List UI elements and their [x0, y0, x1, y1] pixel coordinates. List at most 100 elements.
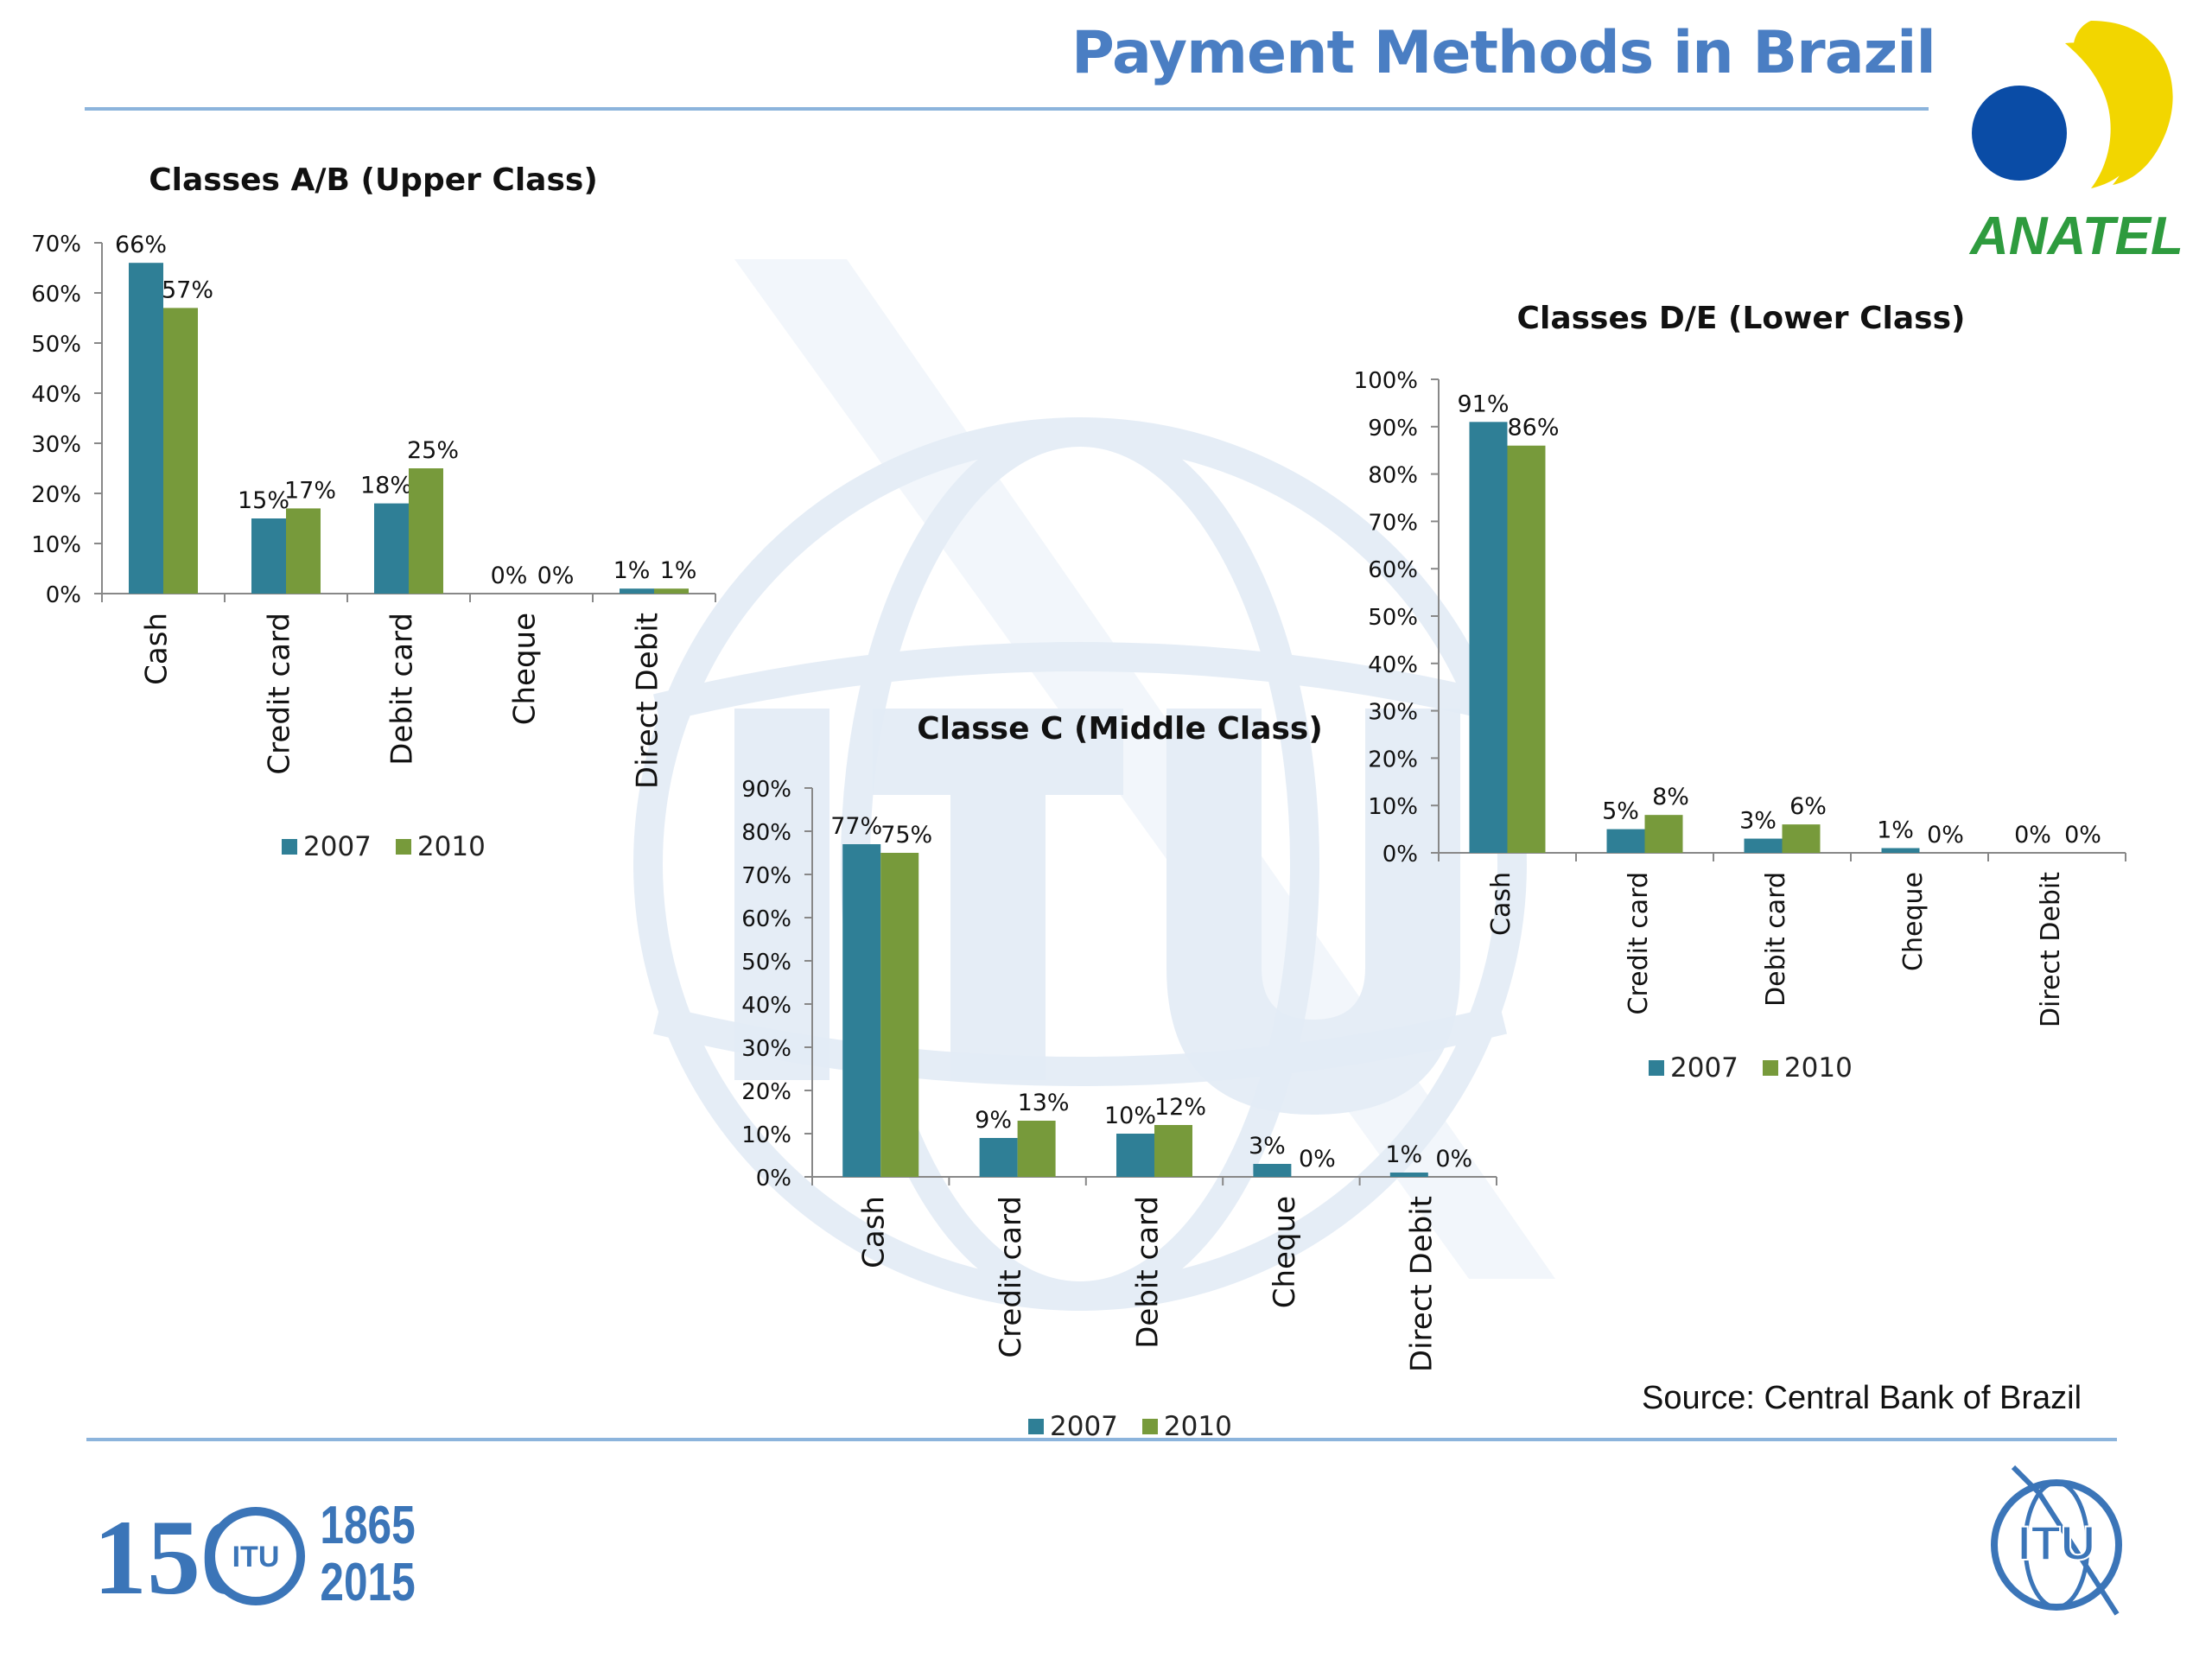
- data-label: 10%: [1104, 1103, 1156, 1129]
- category-label: Cheque: [508, 613, 543, 725]
- chart-legend: 2007 2010: [1649, 1052, 1877, 1084]
- slide-title: Payment Methods in Brazil: [1071, 19, 1936, 87]
- legend-label-2007: 2007: [1670, 1052, 1738, 1084]
- y-tick-label: 80%: [741, 820, 791, 846]
- chart-plot: 0% 10% 20% 30% 40% 50% 60% 70% 80% 90% 100% 91%86% C…: [1354, 368, 2126, 1027]
- data-label: 1%: [1877, 817, 1914, 844]
- chart-title: Classes D/E (Lower Class): [1516, 301, 1966, 336]
- category-label: Direct Debit: [2036, 872, 2066, 1027]
- data-label: 57%: [162, 276, 213, 303]
- bar-2007: [1253, 1164, 1292, 1177]
- y-tick-label: 0%: [756, 1166, 791, 1192]
- category-label: Cheque: [1268, 1196, 1302, 1308]
- legend-label-2010: 2010: [416, 831, 486, 862]
- y-tick-label: 0%: [1382, 842, 1418, 868]
- data-label: 91%: [1457, 391, 1509, 417]
- data-label: 0%: [537, 563, 575, 589]
- legend-swatch-2010: [395, 839, 411, 855]
- bar-2010: [654, 588, 689, 594]
- category-label: Cheque: [1898, 872, 1929, 971]
- anatel-logo: ANATEL: [1968, 21, 2183, 263]
- bar-2010: [1017, 1121, 1056, 1177]
- bar-2010: [163, 308, 198, 594]
- legend-swatch-2010: [1762, 1060, 1778, 1076]
- itu-year-end: 2015: [320, 1552, 415, 1612]
- data-label: 77%: [830, 813, 882, 840]
- data-label: 9%: [975, 1107, 1012, 1134]
- category-label: Direct Debit: [631, 613, 665, 789]
- y-tick-label: 0%: [46, 582, 81, 608]
- bar-2010: [1782, 824, 1821, 853]
- y-tick-label: 40%: [741, 993, 791, 1019]
- chart-title: Classes A/B (Upper Class): [149, 162, 598, 198]
- legend-label-2007: 2007: [1050, 1411, 1118, 1442]
- category-label: Debit card: [1761, 872, 1791, 1007]
- y-tick-label: 100%: [1354, 368, 1418, 394]
- itu-150-years-logo: 150 ITU 1865 2015: [93, 1495, 416, 1612]
- y-tick-label: 10%: [1368, 794, 1418, 820]
- bar-2007: [1116, 1134, 1154, 1177]
- y-tick-label: 60%: [31, 282, 81, 308]
- bar-2007: [1881, 848, 1920, 853]
- bar-2007: [1606, 829, 1645, 853]
- chart-lower-class: Classes D/E (Lower Class) 0% 10% 20% 30% 40%…: [1322, 294, 2186, 1106]
- bar-2010: [1507, 445, 1546, 853]
- data-label: 13%: [1018, 1090, 1070, 1116]
- y-tick-label: 30%: [1368, 700, 1418, 726]
- bar-2007: [1469, 422, 1508, 853]
- y-tick-label: 70%: [1368, 510, 1418, 536]
- data-label: 3%: [1249, 1133, 1286, 1160]
- data-label: 75%: [880, 822, 932, 849]
- y-tick-label: 90%: [741, 777, 791, 803]
- y-tick-label: 80%: [1368, 463, 1418, 489]
- legend-swatch-2007: [282, 839, 297, 855]
- legend-swatch-2007: [1028, 1419, 1044, 1434]
- y-tick-label: 70%: [31, 232, 81, 257]
- data-label: 5%: [1602, 798, 1639, 825]
- y-tick-label: 90%: [1368, 416, 1418, 442]
- anatel-wordmark: ANATEL: [1968, 207, 2183, 263]
- data-label: 1%: [613, 557, 651, 584]
- legend-swatch-2010: [1141, 1419, 1158, 1434]
- data-label: 6%: [1789, 793, 1827, 820]
- y-tick-label: 40%: [1368, 652, 1418, 678]
- y-tick-label: 50%: [741, 950, 791, 976]
- data-label: 0%: [1299, 1146, 1336, 1173]
- y-tick-label: 20%: [741, 1079, 791, 1105]
- itu-year-start: 1865: [320, 1495, 415, 1555]
- legend-label-2010: 2010: [1783, 1052, 1853, 1084]
- bar-2007: [979, 1138, 1018, 1177]
- category-label: Cash: [857, 1196, 892, 1268]
- bar-2007: [1744, 838, 1783, 853]
- chart-plot: 0% 10% 20% 30% 40% 50% 60% 70% 80% 90% 77%75% Cash 9…: [741, 777, 1497, 1372]
- data-label: 17%: [284, 477, 336, 504]
- category-label: Debit card: [1131, 1196, 1166, 1349]
- y-tick-label: 50%: [31, 332, 81, 358]
- y-tick-label: 70%: [741, 863, 791, 889]
- y-tick-label: 10%: [741, 1122, 791, 1148]
- data-label: 12%: [1154, 1094, 1206, 1121]
- bar-2010: [409, 468, 443, 594]
- legend-label-2010: 2010: [1163, 1411, 1232, 1442]
- y-tick-label: 60%: [1368, 557, 1418, 583]
- bar-2010: [1644, 815, 1683, 853]
- data-label: 25%: [407, 437, 459, 464]
- chart-title: Classe C (Middle Class): [917, 711, 1323, 747]
- data-label: 18%: [360, 473, 412, 499]
- category-label: Credit card: [1624, 872, 1654, 1014]
- y-tick-label: 30%: [31, 432, 81, 458]
- category-label: Credit card: [263, 613, 297, 775]
- y-tick-label: 20%: [1368, 747, 1418, 772]
- chart-legend: 2007 2010: [282, 831, 510, 862]
- itu-logo: ITU: [1991, 1465, 2122, 1616]
- data-label: 1%: [660, 557, 697, 584]
- y-tick-label: 60%: [741, 906, 791, 932]
- category-label: Cash: [1486, 872, 1516, 936]
- source-note: Source: Central Bank of Brazil: [1642, 1380, 2082, 1416]
- y-tick-label: 10%: [31, 532, 81, 558]
- bar-2007: [251, 518, 286, 594]
- bar-2010: [880, 853, 919, 1177]
- chart-middle-class: Classe C (Middle Class) 0% 10% 20% 30% 40% 50…: [709, 704, 1538, 1456]
- bar-2010: [1154, 1125, 1192, 1177]
- data-label: 0%: [1927, 822, 1964, 849]
